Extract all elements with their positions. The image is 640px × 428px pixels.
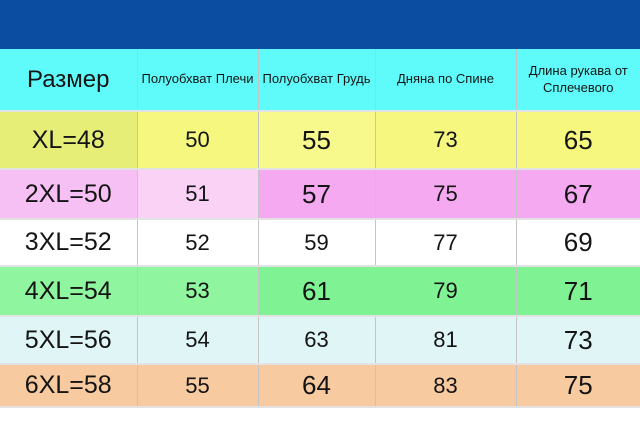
measurement-cell: 59 — [257, 218, 376, 267]
size-row-xl48: XL=48 50 55 73 65 — [0, 110, 640, 170]
size-label-cell: 3XL=52 — [0, 218, 138, 267]
measurement-cell: 55 — [257, 110, 376, 170]
measurement-cell: 55 — [136, 363, 259, 408]
measurement-cell: 81 — [374, 315, 517, 365]
size-row-5xl56: 5XL=56 54 63 81 73 — [0, 315, 640, 365]
column-header-size: Размер — [0, 49, 138, 112]
size-row-2xl50: 2XL=50 51 57 75 67 — [0, 168, 640, 220]
column-header-back-length: Дняна по Спине — [374, 49, 517, 112]
measurement-cell: 75 — [374, 168, 517, 220]
size-label-cell: 2XL=50 — [0, 168, 138, 220]
size-row-4xl54: 4XL=54 53 61 79 71 — [0, 265, 640, 317]
column-header-sleeve-length: Длина рукава от Сплечевого — [515, 49, 640, 112]
table-header-row: Размер Полуобхват Плечи Полуобхват Грудь… — [0, 49, 640, 112]
measurement-cell: 64 — [257, 363, 376, 408]
measurement-cell: 83 — [374, 363, 517, 408]
measurement-cell: 51 — [136, 168, 259, 220]
measurement-cell: 69 — [515, 218, 640, 267]
column-header-shoulder: Полуобхват Плечи — [136, 49, 259, 112]
measurement-cell: 57 — [257, 168, 376, 220]
column-header-chest: Полуобхват Грудь — [257, 49, 376, 112]
measurement-cell: 73 — [515, 315, 640, 365]
size-label-cell: 4XL=54 — [0, 265, 138, 317]
measurement-cell: 63 — [257, 315, 376, 365]
size-row-3xl52: 3XL=52 52 59 77 69 — [0, 218, 640, 267]
measurement-cell: 67 — [515, 168, 640, 220]
size-table: Размер Полуобхват Плечи Полуобхват Грудь… — [0, 49, 640, 408]
measurement-cell: 54 — [136, 315, 259, 365]
top-banner — [0, 0, 640, 49]
measurement-cell: 77 — [374, 218, 517, 267]
size-label-cell: XL=48 — [0, 110, 138, 170]
measurement-cell: 79 — [374, 265, 517, 317]
measurement-cell: 61 — [257, 265, 376, 317]
measurement-cell: 65 — [515, 110, 640, 170]
measurement-cell: 52 — [136, 218, 259, 267]
measurement-cell: 50 — [136, 110, 259, 170]
measurement-cell: 73 — [374, 110, 517, 170]
measurement-cell: 75 — [515, 363, 640, 408]
size-label-cell: 5XL=56 — [0, 315, 138, 365]
size-label-cell: 6XL=58 — [0, 363, 138, 408]
size-row-6xl58: 6XL=58 55 64 83 75 — [0, 363, 640, 408]
measurement-cell: 53 — [136, 265, 259, 317]
measurement-cell: 71 — [515, 265, 640, 317]
